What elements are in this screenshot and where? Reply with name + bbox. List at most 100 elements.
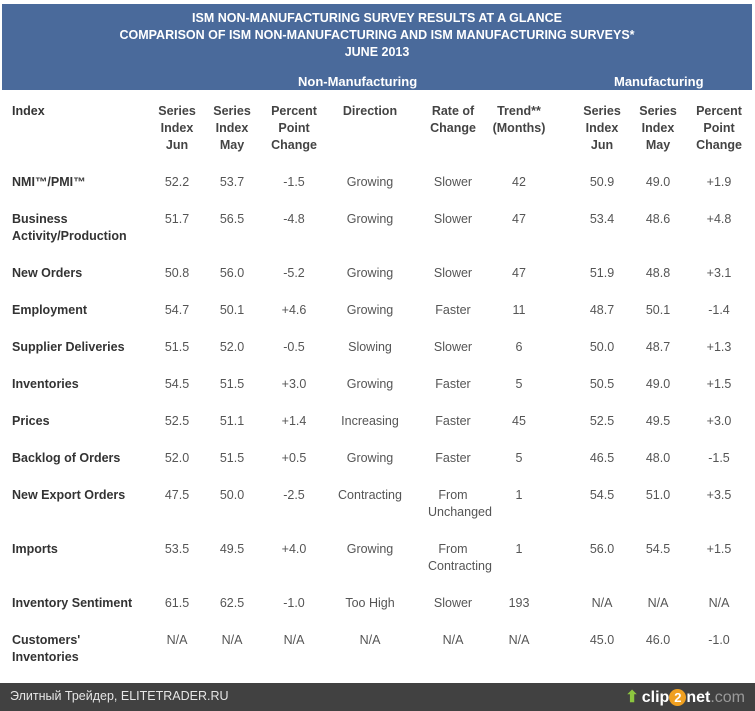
table-cell: N/A <box>221 633 243 647</box>
index-name: Supplier Deliveries <box>12 340 125 354</box>
table-cell: -1.0 <box>708 633 730 647</box>
table-cell: 54.5 <box>164 377 190 391</box>
table-cell: +1.9 <box>706 175 732 189</box>
table-cell: -0.5 <box>283 340 305 354</box>
table-cell: -4.8 <box>283 212 305 226</box>
table-cell: From Contracting <box>428 542 492 573</box>
table-cell: 47 <box>512 212 526 226</box>
table-cell: 52.5 <box>589 414 615 428</box>
table-cell: Slower <box>433 212 473 226</box>
column-header: Direction <box>342 104 398 118</box>
title-line-1: ISM NON-MANUFACTURING SURVEY RESULTS AT … <box>192 11 562 25</box>
table-cell: 1 <box>515 488 523 502</box>
table-cell: Growing <box>346 175 394 189</box>
table-cell: 48.6 <box>645 212 671 226</box>
table-cell: +3.5 <box>706 488 732 502</box>
table-row: Prices 52.5 51.1 +1.4 Increasing Faster 45 52.5… <box>2 407 752 444</box>
table-row: Backlog of Orders 52.0 51.5 +0.5 Growing Fast… <box>2 444 752 481</box>
footer-bar: Элитный Трейдер, ELITETRADER.RU ⬆ clip 2 ne… <box>0 683 755 711</box>
table-cell: N/A <box>508 633 530 647</box>
table-row: Business Activity/Production 51.7 56.5 -4.8… <box>2 205 752 259</box>
index-name: Prices <box>12 414 50 428</box>
table-cell: +1.3 <box>706 340 732 354</box>
table-cell: 45.0 <box>589 633 615 647</box>
index-name: Backlog of Orders <box>12 451 121 465</box>
table-cell: 62.5 <box>219 596 245 610</box>
table-cell: Growing <box>346 303 394 317</box>
table-cell: +3.0 <box>281 377 307 391</box>
table-row: Customers' Inventories N/A N/A N/A N/A N/A N/A… <box>2 626 752 680</box>
table-cell: 54.5 <box>589 488 615 502</box>
table-cell: 54.7 <box>164 303 190 317</box>
table-cell: 53.4 <box>589 212 615 226</box>
table-cell: 5 <box>515 377 523 391</box>
index-name: New Export Orders <box>12 488 126 502</box>
table-cell: Too High <box>345 596 395 610</box>
table-cell: 49.0 <box>645 175 671 189</box>
table-cell: From Unchanged <box>428 488 492 519</box>
table-cell: 46.0 <box>645 633 671 647</box>
table-cell: N/A <box>647 596 669 610</box>
table-cell: 42 <box>512 175 526 189</box>
table-cell: 54.5 <box>645 542 671 556</box>
table-cell: 49.5 <box>645 414 671 428</box>
index-name: Customers' Inventories <box>12 633 81 664</box>
table-cell: -5.2 <box>283 266 305 280</box>
table-cell: 48.7 <box>589 303 615 317</box>
table-cell: 50.9 <box>589 175 615 189</box>
column-header: Trend** (Months) <box>492 104 546 135</box>
table-row: Inventory Sentiment 61.5 62.5 -1.0 Too High S… <box>2 589 752 626</box>
header-row: Index Series Index Jun Series Index May Per… <box>2 90 752 168</box>
table-cell: Slowing <box>348 340 392 354</box>
table-cell: 50.1 <box>645 303 671 317</box>
index-name: New Orders <box>12 266 83 280</box>
table-cell: 49.5 <box>219 542 245 556</box>
table-cell: Growing <box>346 451 394 465</box>
table-cell: -2.5 <box>283 488 305 502</box>
table-cell: 53.5 <box>164 542 190 556</box>
table-cell: 52.0 <box>164 451 190 465</box>
column-header: Percent Point Change <box>271 104 317 152</box>
table-row: Employment 54.7 50.1 +4.6 Growing Faster 11 48.… <box>2 296 752 333</box>
table-cell: N/A <box>166 633 188 647</box>
section-non-manufacturing: Non-Manufacturing <box>298 74 418 89</box>
table-cell: -1.5 <box>283 175 305 189</box>
table-cell: 52.0 <box>219 340 245 354</box>
table-cell: 52.5 <box>164 414 190 428</box>
table-row: New Export Orders 47.5 50.0 -2.5 Contracting… <box>2 481 752 535</box>
table-cell: Growing <box>346 542 394 556</box>
table-cell: N/A <box>708 596 730 610</box>
table-cell: -1.4 <box>708 303 730 317</box>
table-cell: 51.5 <box>164 340 190 354</box>
table-cell: Contracting <box>338 488 402 502</box>
table-cell: 48.7 <box>645 340 671 354</box>
table-cell: 51.9 <box>589 266 615 280</box>
table-cell: 1 <box>515 542 523 556</box>
table-cell: 52.2 <box>164 175 190 189</box>
table-cell: +0.5 <box>281 451 307 465</box>
upload-arrow-icon: ⬆ <box>625 689 639 706</box>
table-cell: +1.5 <box>706 377 732 391</box>
table-cell: 51.7 <box>164 212 190 226</box>
table-cell: 50.5 <box>589 377 615 391</box>
table-cell: 11 <box>512 303 526 317</box>
table-cell: -1.5 <box>708 451 730 465</box>
table-cell: 51.5 <box>219 377 245 391</box>
index-name: Business Activity/Production <box>12 212 127 243</box>
table-cell: Slower <box>433 340 473 354</box>
column-header: Series Index May <box>213 104 251 152</box>
table-cell: Growing <box>346 266 394 280</box>
table-cell: Faster <box>435 377 471 391</box>
table-cell: N/A <box>442 633 464 647</box>
table-cell: Growing <box>346 212 394 226</box>
table-cell: N/A <box>359 633 381 647</box>
table-cell: 53.7 <box>219 175 245 189</box>
table-cell: 61.5 <box>164 596 190 610</box>
index-name: NMI™/PMI™ <box>12 175 86 189</box>
index-name: Inventory Sentiment <box>12 596 133 610</box>
table-cell: +1.4 <box>281 414 307 428</box>
table-row: Inventories 54.5 51.5 +3.0 Growing Faster 5 50.… <box>2 370 752 407</box>
table-cell: +4.6 <box>281 303 307 317</box>
table-cell: 47 <box>512 266 526 280</box>
table-cell: 56.0 <box>589 542 615 556</box>
